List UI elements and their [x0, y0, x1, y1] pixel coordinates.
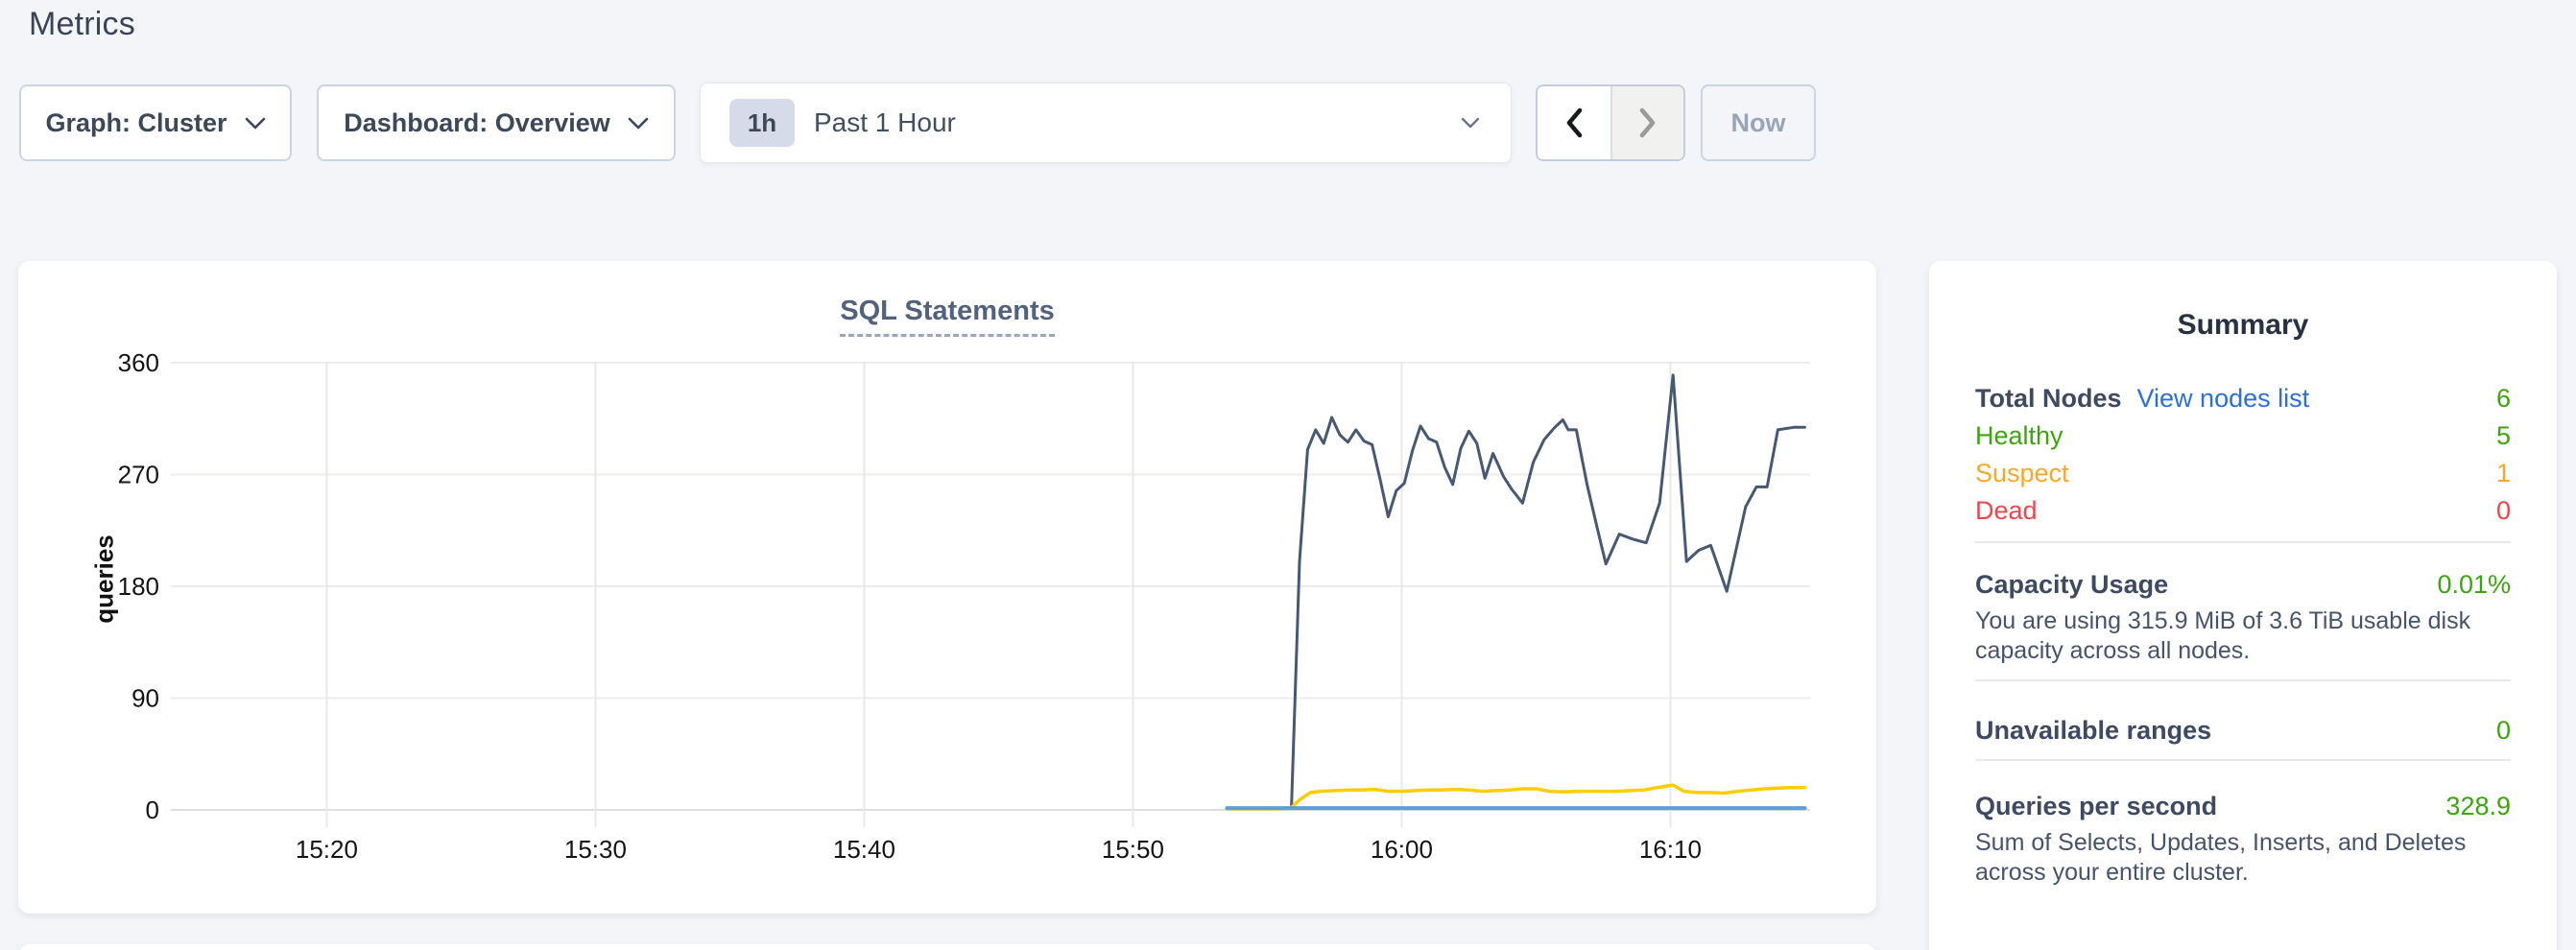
capacity-usage-description: You are using 315.9 MiB of 3.6 TiB usabl… [1975, 607, 2471, 664]
graph-dropdown[interactable]: Graph: Cluster [19, 84, 292, 161]
divider [1975, 541, 2511, 543]
dead-value: 0 [2495, 496, 2511, 525]
svg-text:15:20: 15:20 [296, 835, 358, 864]
svg-text:90: 90 [131, 684, 159, 713]
queries-per-second-label: Queries per second [1975, 792, 2218, 820]
prev-time-button[interactable] [1538, 86, 1610, 159]
now-button-label: Now [1730, 107, 1786, 137]
unavailable-ranges-label: Unavailable ranges [1975, 716, 2212, 745]
time-range-selector[interactable]: 1h Past 1 Hour [700, 83, 1512, 163]
svg-text:270: 270 [118, 461, 159, 489]
view-nodes-list-link[interactable]: View nodes list [2136, 384, 2310, 413]
svg-text:360: 360 [118, 348, 159, 377]
capacity-usage-value: 0.01% [2437, 570, 2511, 599]
now-button[interactable]: Now [1701, 84, 1816, 161]
divider [1975, 759, 2511, 761]
sql-statements-card: SQL Statements queries 0 90 180 270 360 15:20… [18, 261, 1876, 914]
unavailable-ranges-value: 0 [2495, 716, 2511, 745]
chevron-down-icon [1461, 117, 1480, 129]
svg-text:15:40: 15:40 [833, 835, 895, 864]
suspect-value: 1 [2495, 459, 2511, 487]
time-range-label: Past 1 Hour [814, 107, 956, 137]
dead-label: Dead [1975, 496, 2038, 525]
summary-title: Summary [2177, 309, 2309, 341]
summary-section-unavailable-ranges: Unavailable ranges 0 [1975, 716, 2511, 745]
suspect-label: Suspect [1975, 459, 2069, 487]
svg-text:15:30: 15:30 [564, 835, 627, 864]
svg-text:16:00: 16:00 [1371, 835, 1433, 864]
dashboard-dropdown-label: Dashboard: Overview [344, 107, 610, 137]
svg-text:16:10: 16:10 [1639, 835, 1702, 864]
divider [1975, 679, 2511, 681]
healthy-label: Healthy [1975, 421, 2063, 450]
summary-row-dead: Dead 0 [1975, 496, 2511, 534]
queries-per-second-description: Sum of Selects, Updates, Inserts, and De… [1975, 829, 2467, 886]
chevron-down-icon [628, 117, 649, 129]
summary-row-total-nodes: Total Nodes View nodes list 6 [1975, 384, 2511, 421]
time-range-badge: 1h [729, 99, 795, 147]
chevron-right-icon [1639, 107, 1656, 138]
time-step-buttons [1536, 84, 1685, 161]
summary-section-capacity: Capacity Usage 0.01% You are using 315.9… [1975, 570, 2511, 666]
queries-per-second-value: 328.9 [2445, 792, 2511, 820]
chevron-left-icon [1566, 107, 1583, 138]
svg-text:15:50: 15:50 [1102, 835, 1164, 864]
summary-row-suspect: Suspect 1 [1975, 459, 2511, 496]
chart-title[interactable]: SQL Statements [840, 296, 1055, 337]
capacity-usage-label: Capacity Usage [1975, 570, 2169, 599]
toolbar: Graph: Cluster Dashboard: Overview 1h Pa… [0, 83, 2576, 163]
summary-row-healthy: Healthy 5 [1975, 421, 2511, 459]
svg-text:0: 0 [146, 796, 159, 824]
total-nodes-label: Total Nodes [1975, 384, 2122, 413]
total-nodes-value: 6 [2495, 384, 2511, 413]
svg-text:180: 180 [118, 572, 159, 601]
summary-panel: Summary Total Nodes View nodes list 6 He… [1929, 261, 2557, 950]
chevron-down-icon [245, 117, 265, 129]
page-title: Metrics [29, 6, 135, 42]
dashboard-dropdown[interactable]: Dashboard: Overview [317, 84, 676, 161]
next-chart-card-top-edge [18, 944, 1876, 950]
next-time-button-disabled[interactable] [1610, 86, 1683, 159]
graph-dropdown-label: Graph: Cluster [45, 107, 227, 137]
healthy-value: 5 [2495, 421, 2511, 450]
summary-section-qps: Queries per second 328.9 Sum of Selects,… [1975, 792, 2511, 888]
sql-statements-chart: 0 90 180 270 360 15:20 15:30 15:40 15:50 16:00 16:… [118, 348, 1810, 864]
